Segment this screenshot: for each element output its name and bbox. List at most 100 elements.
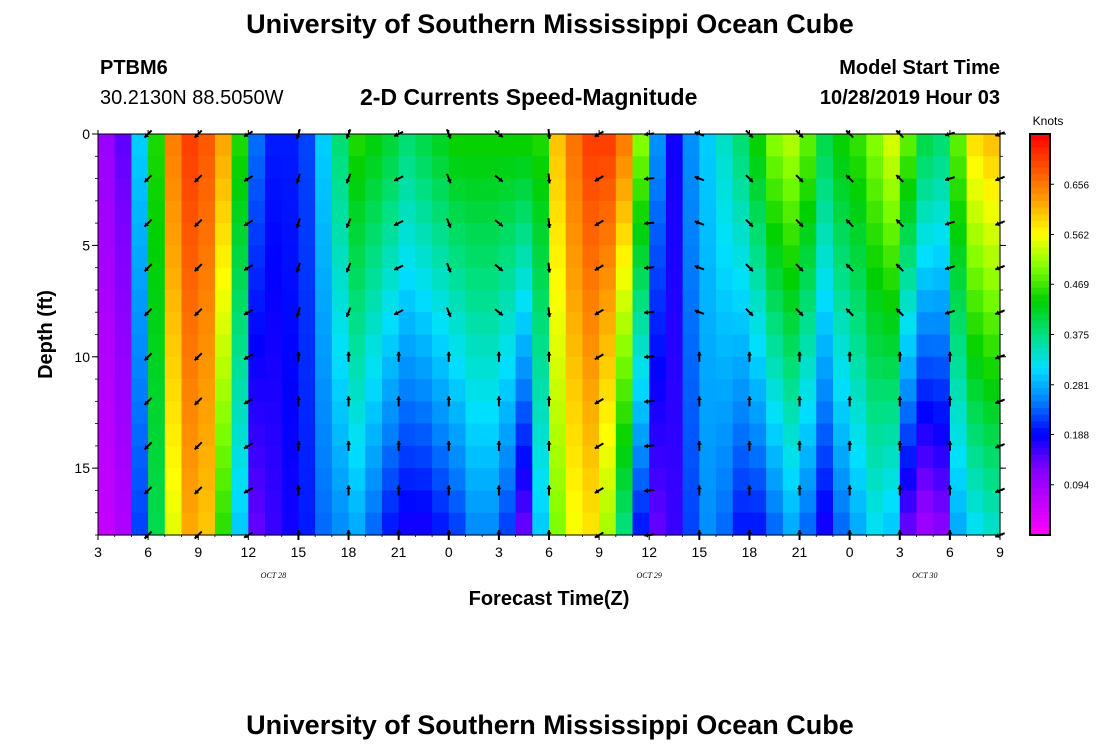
heatmap-cell [949, 490, 968, 514]
heatmap-cell [265, 267, 283, 291]
heatmap-cell [365, 245, 383, 269]
colorbar-segment [1030, 327, 1050, 336]
heatmap-cell [983, 134, 1001, 157]
heatmap-cell [966, 423, 984, 447]
heatmap-cell [816, 267, 834, 291]
heatmap-cell [565, 156, 583, 180]
current-arrow-head [244, 444, 249, 449]
current-arrow-head [446, 178, 452, 184]
heatmap-cell [582, 401, 600, 425]
heatmap-cell [832, 245, 851, 269]
heatmap-cell [549, 468, 567, 492]
heatmap-cell [315, 334, 333, 358]
heatmap-cell [649, 334, 667, 358]
current-arrow-head [244, 355, 249, 360]
heatmap-cell [782, 289, 801, 313]
current-arrow-head [947, 396, 953, 401]
x-axis-label: Forecast Time(Z) [469, 588, 630, 610]
heatmap-cell [281, 468, 300, 492]
heatmap-cell [766, 468, 784, 492]
heatmap-cell [983, 334, 1001, 358]
heatmap-cell [482, 312, 500, 336]
heatmap-cell [98, 401, 116, 425]
current-arrow-head [244, 533, 249, 538]
current-arrow-head [144, 489, 149, 494]
heatmap-cell [532, 490, 550, 514]
heatmap-cell [665, 267, 684, 291]
current-arrow-head [446, 485, 452, 490]
heatmap-cell [381, 289, 400, 313]
heatmap-cell [549, 445, 567, 469]
heatmap-cell [549, 356, 567, 380]
heatmap-cell [198, 289, 216, 313]
heatmap-cell [148, 468, 166, 492]
heatmap-cell [98, 267, 116, 291]
heatmap-cell [164, 200, 183, 224]
colorbar-segment [1030, 287, 1050, 295]
heatmap-cell [615, 200, 634, 224]
colorbar-segment [1030, 154, 1050, 162]
heatmap-cell [398, 445, 416, 469]
heatmap-cell [983, 490, 1001, 514]
heatmap-cell [532, 401, 550, 425]
colorbar-segment [1030, 448, 1050, 456]
heatmap-cell [682, 334, 700, 358]
heatmap-cell [214, 267, 233, 291]
heatmap-cell [448, 401, 467, 425]
heatmap-cell [482, 156, 500, 180]
heatmap-cell [465, 200, 483, 224]
current-arrow-head [797, 530, 803, 534]
x-tick-label: 9 [996, 544, 1004, 560]
heatmap-cell [298, 423, 316, 447]
footer-title: University of Southern Mississippi Ocean… [246, 710, 854, 740]
colorbar-segment [1030, 160, 1050, 169]
heatmap-cell [131, 178, 149, 202]
heatmap-cell [315, 401, 333, 425]
heatmap-cell [766, 312, 784, 336]
current-arrow-head [594, 266, 600, 271]
heatmap-cell [315, 289, 333, 313]
heatmap-cell [599, 200, 617, 224]
heatmap-cell [899, 267, 918, 291]
heatmap-cell [749, 156, 767, 180]
heatmap-cell [766, 178, 784, 202]
heatmap-cell [515, 134, 533, 157]
heatmap-cell [615, 156, 634, 180]
heatmap-cell [365, 289, 383, 313]
heatmap-cell [949, 356, 968, 380]
heatmap-cell [799, 356, 817, 380]
current-arrow-head [446, 351, 452, 356]
heatmap-cell [549, 334, 567, 358]
colorbar-segment [1030, 194, 1050, 202]
heatmap-cell [582, 445, 600, 469]
heatmap-cell [699, 334, 717, 358]
heatmap-cell [248, 289, 266, 313]
heatmap-cell [131, 156, 149, 180]
current-arrow-head [345, 223, 351, 228]
heatmap-cell [532, 512, 550, 536]
heatmap-cell [365, 334, 383, 358]
heatmap-cell [782, 490, 801, 514]
heatmap-cell [749, 289, 767, 313]
current-arrow-head [498, 266, 503, 271]
heatmap-cell [448, 423, 467, 447]
heatmap-cell [883, 490, 901, 514]
current-arrow-head [945, 265, 950, 271]
heatmap-cell [649, 134, 667, 157]
colorbar-tick-label: 0.188 [1064, 430, 1089, 441]
heatmap-cell [582, 490, 600, 514]
current-arrow-head [295, 485, 301, 490]
current-arrow-head [496, 485, 502, 490]
heatmap-cell [315, 445, 333, 469]
heatmap-cell [849, 267, 867, 291]
colorbar-segment [1030, 167, 1050, 175]
heatmap-cell [699, 156, 717, 180]
heatmap-cell [716, 356, 734, 380]
heatmap-cell [849, 445, 867, 469]
heatmap-cell [298, 445, 316, 469]
heatmap-cell [883, 401, 901, 425]
heatmap-cell [114, 178, 132, 202]
current-arrow-head [746, 440, 752, 445]
heatmap-cell [381, 445, 400, 469]
heatmap-cell [716, 334, 734, 358]
